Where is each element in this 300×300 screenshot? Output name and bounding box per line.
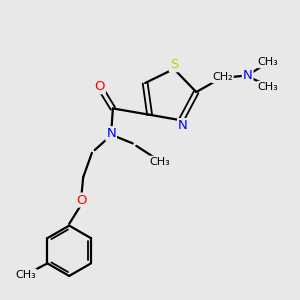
Text: CH₃: CH₃ <box>257 57 278 67</box>
Text: O: O <box>76 194 87 207</box>
Text: CH₃: CH₃ <box>15 269 36 280</box>
Text: N: N <box>243 69 253 82</box>
Text: CH₃: CH₃ <box>149 157 170 166</box>
Text: O: O <box>94 80 105 93</box>
Text: N: N <box>106 127 116 140</box>
Text: CH₂: CH₂ <box>212 72 233 82</box>
Text: N: N <box>178 119 188 132</box>
Text: CH₃: CH₃ <box>257 82 278 92</box>
Text: S: S <box>170 58 178 71</box>
